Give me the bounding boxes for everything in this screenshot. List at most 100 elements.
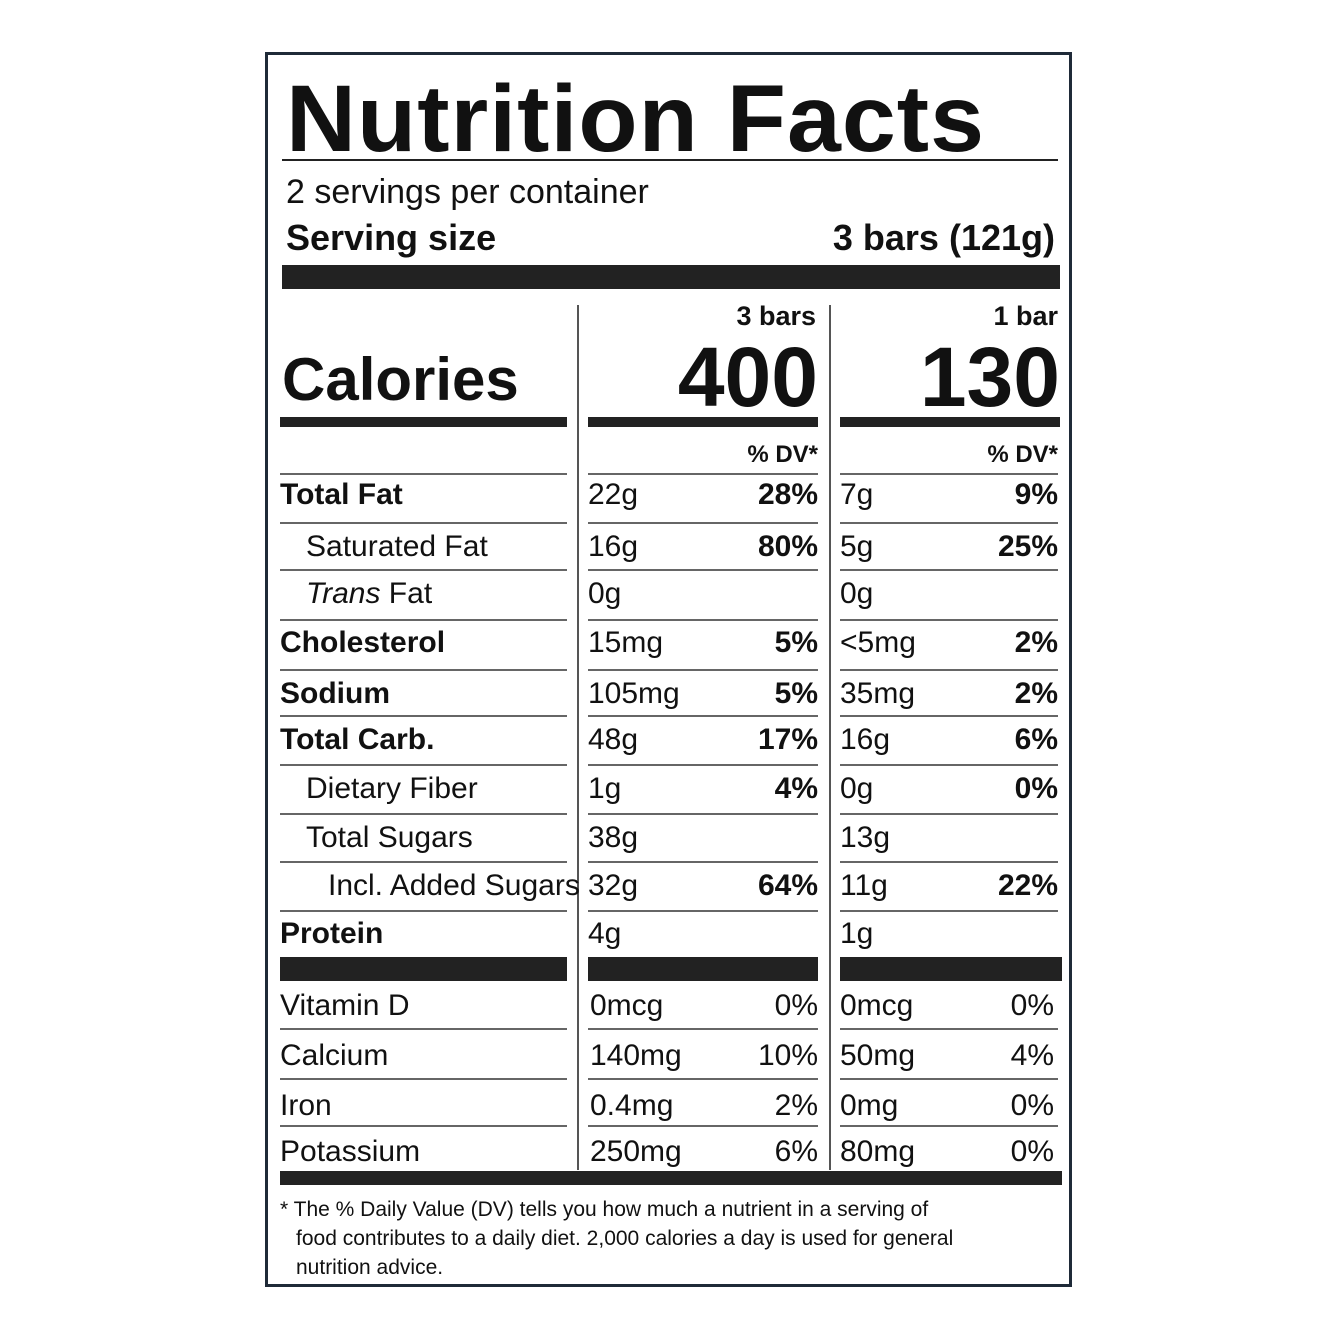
vitamin-dv-2: 0% [1010,1089,1054,1122]
thick-divider [280,957,567,981]
nutrient-dv-1: 4% [774,772,818,805]
row-divider [280,1125,567,1127]
nutrient-label: Cholesterol [280,626,445,660]
column-header-1: 3 bars [736,301,816,331]
nutrient-label: Protein [280,917,383,951]
calories-label: Calories [282,346,519,413]
column-header-2: 1 bar [993,301,1058,331]
row-divider [588,813,818,815]
column-separator-2 [829,305,831,1170]
row-divider [588,764,818,766]
vitamin-dv-2: 4% [1010,1039,1054,1072]
vitamin-name: Potassium [280,1135,421,1168]
vitamin-amount-2: 80mg [840,1135,916,1168]
nutrient-dv-1: 5% [774,626,818,659]
nutrient-amount-1: 1g [588,772,622,805]
nutrient-name: Total Fat [280,478,403,511]
row-divider [588,473,818,475]
nutrient-name: Incl. Added Sugars [328,869,580,902]
footnote-line: nutrition advice. [296,1256,444,1279]
nutrient-name: Protein [280,917,384,950]
vitamin-amount-1: 250mg [590,1135,682,1168]
vitamin-name: Vitamin D [280,989,410,1022]
nutrient-name: Saturated Fat [306,530,488,563]
nutrient-name: Dietary Fiber [306,772,478,805]
row-divider [280,1078,567,1080]
thick-divider [282,265,1060,289]
row-divider [588,715,818,717]
nutrient-amount-1: 38g [588,821,639,854]
row-divider [588,569,818,571]
nutrient-amount-1: 0g [588,577,622,610]
nutrition-facts-label: Nutrition Facts 2 servings per container… [265,52,1072,1287]
nutrient-name: Sodium [280,677,390,710]
nutrient-amount-1: 48g [588,723,639,756]
nutrient-dv-2: 25% [997,530,1058,563]
nutrient-amount-2: 5g [840,530,874,563]
nutrient-amount-1: 22g [588,478,639,511]
calories-underline [840,417,1060,427]
nutrient-amount-2: 0g [840,577,874,610]
nutrient-dv-1: 5% [774,677,818,710]
row-divider [840,813,1058,815]
row-divider [840,764,1058,766]
nutrient-amount-1: 32g [588,869,639,902]
calories-value-1: 400 [677,330,818,424]
nutrient-amount-2: 13g [840,821,891,854]
row-divider [840,569,1058,571]
nutrient-amount-1: 16g [588,530,639,563]
serving-size-value: 3 bars (121g) [832,217,1055,258]
nutrient-amount-2: 35mg [840,677,916,710]
nutrient-label: Saturated Fat [306,530,488,564]
row-divider [840,473,1058,475]
nutrient-amount-2: 11g [840,869,888,902]
row-divider [840,522,1058,524]
row-divider [280,861,567,863]
row-divider [840,1125,1058,1127]
row-divider [840,715,1058,717]
footnote-line: * The % Daily Value (DV) tells you how m… [280,1198,929,1221]
footnote-line: food contributes to a daily diet. 2,000 … [296,1227,954,1250]
row-divider [280,813,567,815]
calories-underline [280,417,567,427]
thick-divider [840,957,1062,981]
nutrient-dv-1: 17% [757,723,818,756]
row-divider [280,522,567,524]
row-divider [280,473,567,475]
nutrient-dv-2: 2% [1014,626,1058,659]
nutrient-dv-1: 80% [757,530,818,563]
row-divider [840,910,1058,912]
nutrient-dv-1: 28% [757,478,818,511]
nutrient-label: Total Carb. [280,723,434,757]
row-divider [588,522,818,524]
row-divider [588,1078,818,1080]
calories-value-2: 130 [919,330,1060,424]
servings-per-container: 2 servings per container [286,173,649,211]
vitamin-dv-1: 2% [774,1089,818,1122]
row-divider [280,764,567,766]
nutrient-amount-2: 0g [840,772,874,805]
row-divider [280,715,567,717]
footnote: * The % Daily Value (DV) tells you how m… [280,1195,1040,1282]
nutrient-amount-1: 4g [588,917,622,950]
nutrient-name: Total Sugars [306,821,473,854]
nutrient-label: Sodium [280,677,390,711]
row-divider [588,1125,818,1127]
nutrient-name: Total Carb. [280,723,435,756]
vitamin-name: Calcium [280,1039,389,1072]
row-divider [280,619,567,621]
vitamin-amount-2: 50mg [840,1039,916,1072]
row-divider [280,910,567,912]
nutrient-name: Fat [380,577,433,610]
nutrient-dv-2: 0% [1014,772,1058,805]
vitamin-amount-2: 0mg [840,1089,899,1122]
nutrient-dv-2: 22% [997,869,1058,902]
thick-divider [280,1171,1062,1185]
vitamin-amount-2: 0mcg [840,989,914,1022]
nutrient-dv-2: 2% [1014,677,1058,710]
nutrient-label: Incl. Added Sugars [328,869,580,903]
row-divider [588,619,818,621]
nutrient-label: Trans Fat [306,577,432,611]
thick-divider [588,957,818,981]
row-divider [840,619,1058,621]
